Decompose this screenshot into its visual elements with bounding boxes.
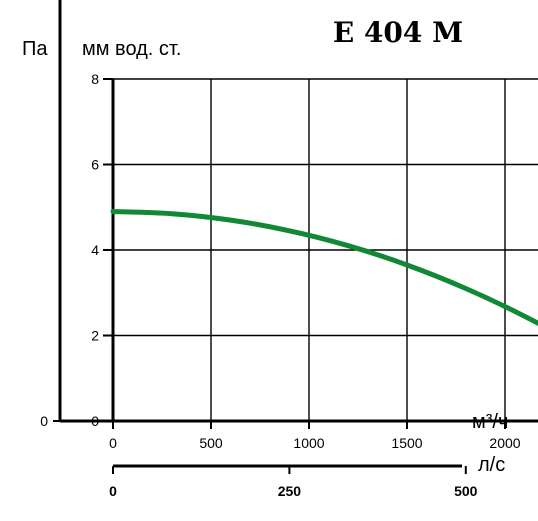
x-axis-m3h-ticks: 050010001500200025003000 xyxy=(109,421,521,451)
performance-curve xyxy=(110,209,538,327)
x-unit-ls-label: л/с xyxy=(478,454,505,476)
y-axis-pa: 0204060 xyxy=(40,0,63,429)
y-mm-tick-label: 6 xyxy=(91,157,99,173)
y-mm-tick-label: 4 xyxy=(91,242,99,258)
x-axis-ls: 0250500750 xyxy=(109,464,478,499)
x-m3h-tick-label: 1000 xyxy=(293,435,324,451)
pa-unit-label: Па xyxy=(22,38,48,60)
x-m3h-tick-label: 0 xyxy=(109,435,117,451)
x-m3h-tick-label: 1500 xyxy=(391,435,422,451)
x-m3h-tick-label: 500 xyxy=(199,435,223,451)
mm-unit-label: мм вод. ст. xyxy=(82,38,181,60)
y-mm-tick-label: 8 xyxy=(91,71,99,87)
y-pa-tick-label: 0 xyxy=(40,413,48,429)
x-ls-tick-label: 0 xyxy=(109,483,117,499)
grid xyxy=(60,78,538,423)
x-unit-m3h-label: м³/ч xyxy=(472,411,508,433)
y-axis-mm-ticks: 0 2 4 6 8 xyxy=(91,71,113,429)
y-mm-tick-label: 0 xyxy=(91,413,99,429)
x-ls-tick-label: 500 xyxy=(454,483,478,499)
x-m3h-tick-label: 2000 xyxy=(489,435,520,451)
y-mm-tick-label: 2 xyxy=(91,328,99,344)
x-ls-tick-label: 250 xyxy=(278,483,302,499)
chart-title: E 404 M xyxy=(333,16,463,49)
series-group xyxy=(110,209,538,327)
